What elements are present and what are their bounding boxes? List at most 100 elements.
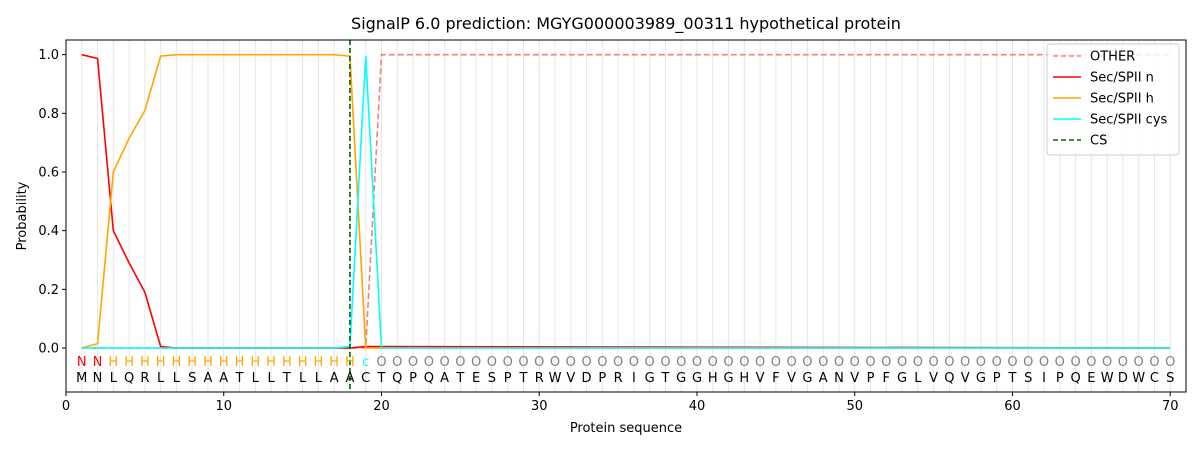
state-letter: H bbox=[172, 355, 182, 370]
residue-letter: R bbox=[140, 371, 149, 386]
state-letter: O bbox=[518, 355, 528, 370]
state-letter: O bbox=[850, 355, 860, 370]
legend-label: OTHER bbox=[1090, 50, 1135, 65]
state-letter: O bbox=[1070, 355, 1080, 370]
state-letter: O bbox=[1118, 355, 1128, 370]
residue-letter: N bbox=[834, 371, 844, 386]
residue-letter: A bbox=[219, 371, 228, 386]
state-letter: O bbox=[960, 355, 970, 370]
legend-label: Sec/SPII n bbox=[1090, 71, 1154, 86]
state-letter: O bbox=[865, 355, 875, 370]
residue-letter: P bbox=[1056, 371, 1064, 386]
state-letter: O bbox=[913, 355, 923, 370]
legend-label: Sec/SPII cys bbox=[1090, 113, 1168, 128]
state-letter: O bbox=[439, 355, 449, 370]
x-tick-label: 60 bbox=[1004, 399, 1021, 414]
state-letter: H bbox=[124, 355, 134, 370]
state-letter: H bbox=[203, 355, 213, 370]
residue-letter: C bbox=[1150, 371, 1159, 386]
state-letter: O bbox=[550, 355, 560, 370]
state-letter: O bbox=[566, 355, 576, 370]
state-letter: O bbox=[944, 355, 954, 370]
residue-letter: T bbox=[518, 371, 527, 386]
x-tick-label: 10 bbox=[215, 399, 232, 414]
state-letter: N bbox=[77, 355, 87, 370]
x-tick-label: 0 bbox=[62, 399, 70, 414]
state-letter: O bbox=[1055, 355, 1065, 370]
residue-letter: T bbox=[235, 371, 244, 386]
y-tick-label: 0.4 bbox=[38, 224, 59, 239]
state-letter: O bbox=[1102, 355, 1112, 370]
residue-letter: R bbox=[535, 371, 544, 386]
residue-letter: E bbox=[1087, 371, 1095, 386]
residue-letter: L bbox=[252, 371, 260, 386]
residue-letter: Q bbox=[944, 371, 954, 386]
series-other-line bbox=[81, 53, 1171, 349]
state-letter: O bbox=[581, 355, 591, 370]
state-letter: O bbox=[1007, 355, 1017, 370]
residue-letter: Q bbox=[1070, 371, 1080, 386]
state-letter: O bbox=[897, 355, 907, 370]
residue-letter: L bbox=[299, 371, 307, 386]
legend: OTHER Sec/SPII n Sec/SPII h Sec/SPII cys CS bbox=[1046, 43, 1180, 156]
residue-letter: Q bbox=[124, 371, 134, 386]
state-letter: O bbox=[645, 355, 655, 370]
x-tick-label: 70 bbox=[1162, 399, 1179, 414]
residue-letter: V bbox=[850, 371, 859, 386]
residue-letter: G bbox=[723, 371, 733, 386]
residue-letter: C bbox=[361, 371, 370, 386]
y-axis-label: Probability bbox=[15, 181, 30, 250]
state-letter: O bbox=[376, 355, 386, 370]
state-letter: O bbox=[1134, 355, 1144, 370]
residue-letter: S bbox=[1024, 371, 1032, 386]
residue-letter: S bbox=[188, 371, 196, 386]
state-letter: H bbox=[329, 355, 339, 370]
residue-letter: W bbox=[1132, 371, 1145, 386]
state-letter: O bbox=[1086, 355, 1096, 370]
residue-letter: W bbox=[549, 371, 562, 386]
state-letter: O bbox=[534, 355, 544, 370]
state-letter: H bbox=[235, 355, 245, 370]
residue-letter: T bbox=[377, 371, 386, 386]
state-letter: H bbox=[298, 355, 308, 370]
residue-letter: T bbox=[282, 371, 291, 386]
x-tick-label: 40 bbox=[689, 399, 706, 414]
state-letter: O bbox=[771, 355, 781, 370]
residue-letter: S bbox=[1166, 371, 1174, 386]
y-tick-label: 0.6 bbox=[38, 166, 59, 181]
legend-label: Sec/SPII h bbox=[1090, 92, 1154, 107]
state-letter: N bbox=[93, 355, 103, 370]
state-letter: O bbox=[503, 355, 513, 370]
state-letter: H bbox=[108, 355, 118, 370]
y-tick-label: 1.0 bbox=[38, 48, 59, 63]
residue-letter: V bbox=[961, 371, 970, 386]
residue-letter: V bbox=[566, 371, 575, 386]
residue-letter: Q bbox=[424, 371, 434, 386]
residue-letter: A bbox=[345, 371, 354, 386]
state-letter: H bbox=[282, 355, 292, 370]
legend-box bbox=[1046, 43, 1180, 156]
residue-letter: Q bbox=[392, 371, 402, 386]
state-letter: H bbox=[187, 355, 197, 370]
residue-letter: P bbox=[598, 371, 606, 386]
state-letter: O bbox=[802, 355, 812, 370]
state-letter: H bbox=[266, 355, 276, 370]
series-sec-spii-n-line bbox=[81, 53, 1171, 349]
residue-letter: P bbox=[993, 371, 1001, 386]
state-letter: O bbox=[992, 355, 1002, 370]
state-letter: O bbox=[708, 355, 718, 370]
residue-letter: V bbox=[787, 371, 796, 386]
state-letter: O bbox=[755, 355, 765, 370]
residue-letter: D bbox=[1118, 371, 1128, 386]
state-letter: O bbox=[424, 355, 434, 370]
y-tick-label: 0.0 bbox=[38, 342, 59, 357]
residue-letter: L bbox=[315, 371, 323, 386]
residue-letter: I bbox=[1042, 371, 1046, 386]
state-letter: O bbox=[487, 355, 497, 370]
residue-letter: L bbox=[173, 371, 181, 386]
residue-letter: H bbox=[708, 371, 718, 386]
residue-letter: V bbox=[756, 371, 765, 386]
state-letter: O bbox=[739, 355, 749, 370]
series-layer bbox=[81, 40, 1171, 392]
